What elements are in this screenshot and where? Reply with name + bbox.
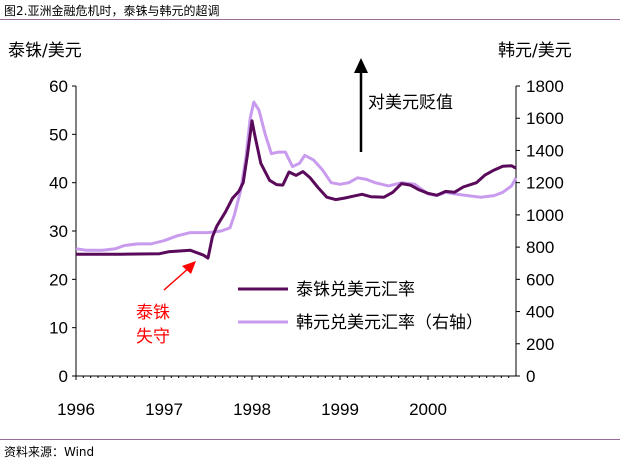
left-tick-label: 0 xyxy=(59,367,68,386)
right-tick-label: 1000 xyxy=(526,206,564,225)
legend-label-won: 韩元兑美元汇率（右轴） xyxy=(296,313,483,333)
x-tick-label: 1999 xyxy=(321,400,359,419)
left-axis-label: 泰铢/美元 xyxy=(8,41,82,61)
right-axis-label: 韩元/美元 xyxy=(498,41,572,61)
figure-title: 图2.亚洲金融危机时，泰铢与韩元的超调 xyxy=(4,4,220,18)
title-divider xyxy=(0,19,620,20)
right-tick-label: 1400 xyxy=(526,141,564,160)
red-text-line2: 失守 xyxy=(136,327,170,347)
right-tick-label: 1800 xyxy=(526,77,564,96)
right-tick-label: 600 xyxy=(526,270,554,289)
source-divider xyxy=(0,439,620,440)
x-tick-label: 1996 xyxy=(57,400,95,419)
x-tick-label: 1998 xyxy=(233,400,271,419)
left-tick-label: 10 xyxy=(49,319,68,338)
legend-label-baht: 泰铢兑美元汇率 xyxy=(296,280,415,300)
left-tick-label: 50 xyxy=(49,125,68,144)
depreciation-label: 对美元贬值 xyxy=(368,93,453,113)
right-tick-label: 0 xyxy=(526,367,535,386)
right-tick-label: 400 xyxy=(526,303,554,322)
left-axis-ticks: 0 10 20 30 40 50 60 xyxy=(49,77,76,386)
right-tick-label: 200 xyxy=(526,335,554,354)
left-tick-label: 60 xyxy=(49,77,68,96)
exchange-rate-chart: 泰铢/美元 韩元/美元 0 10 20 30 40 50 60 0 200 400 600 800 1… xyxy=(8,41,572,419)
right-tick-label: 1200 xyxy=(526,174,564,193)
right-tick-label: 1600 xyxy=(526,109,564,128)
arrow-head-icon xyxy=(354,58,368,73)
red-text-line1: 泰铢 xyxy=(136,303,170,323)
left-tick-label: 40 xyxy=(49,174,68,193)
left-tick-label: 30 xyxy=(49,222,68,241)
red-arrow-line xyxy=(163,266,191,291)
legend: 泰铢兑美元汇率 韩元兑美元汇率（右轴） xyxy=(238,280,483,333)
right-axis-ticks: 0 200 400 600 800 1000 1200 1400 1600 1800 xyxy=(516,77,564,386)
x-tick-label: 1997 xyxy=(145,400,183,419)
x-axis-ticks: 1996 1997 1998 1999 2000 xyxy=(57,376,510,419)
baht-series-line xyxy=(76,119,517,260)
red-arrow-head-icon xyxy=(182,261,196,274)
right-tick-label: 800 xyxy=(526,238,554,257)
left-tick-label: 20 xyxy=(49,270,68,289)
baht-break-annotation: 泰铢 失守 xyxy=(136,261,196,347)
series-lines xyxy=(75,100,518,260)
source-note: 资料来源：Wind xyxy=(4,445,95,459)
x-tick-label: 2000 xyxy=(409,400,447,419)
up-arrow-annotation: 对美元贬值 xyxy=(354,58,453,152)
